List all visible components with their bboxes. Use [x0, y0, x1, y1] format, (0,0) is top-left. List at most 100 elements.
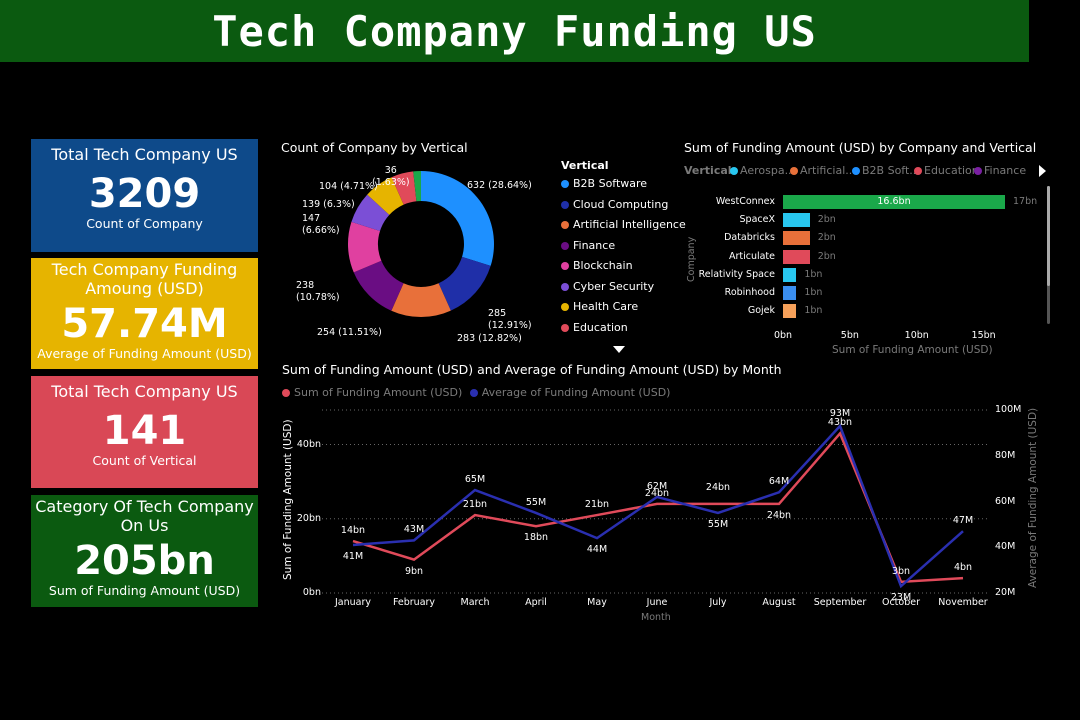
line-chart-title: Sum of Funding Amount (USD) and Average …: [282, 362, 782, 377]
bar-total-label: 1bn: [804, 287, 823, 298]
donut-chart-title: Count of Company by Vertical: [281, 140, 468, 155]
legend-marker: [561, 221, 569, 229]
bar-relativity-space[interactable]: [783, 267, 797, 282]
kpi-title: Category Of Tech Company On Us: [35, 497, 254, 535]
donut-slice-other[interactable]: [413, 171, 421, 202]
legend-label: Artificial...: [800, 164, 856, 177]
bar-total-label: 2bn: [817, 232, 836, 244]
donut-legend-title: Vertical: [561, 159, 609, 172]
line-y2-axis-label: Average of Funding Amount (USD): [1027, 407, 1039, 588]
legend-marker: [852, 167, 860, 175]
bar-category-label: Articulate: [728, 250, 775, 262]
legend-marker: [561, 200, 569, 209]
bar-robinhood[interactable]: [783, 286, 797, 300]
legend-item-b2b-software[interactable]: B2B Software: [561, 177, 647, 190]
donut-slice-artificial-intelligence[interactable]: [391, 283, 451, 317]
bar-x-tick: 5bn: [840, 330, 859, 341]
donut-data-label: 139 (6.3%): [302, 199, 355, 210]
avg-data-label: 55M: [707, 518, 729, 530]
legend-marker: [561, 241, 569, 250]
bar-total-label: 1bn: [804, 305, 823, 317]
bar-chart-title: Sum of Funding Amount (USD) by Company a…: [684, 140, 1037, 155]
bar-category-label: Robinhood: [724, 287, 775, 298]
legend-label: Health Care: [573, 300, 639, 313]
donut-data-label: 36 (1.63%): [372, 165, 410, 188]
legend-marker: [730, 167, 738, 175]
legend-label: B2B Software: [573, 177, 648, 190]
legend-marker-avg: [469, 389, 478, 397]
bar-databricks[interactable]: [783, 231, 810, 246]
legend-label: Finance: [984, 164, 1027, 177]
donut-data-label: 104 (4.71%): [319, 181, 378, 192]
kpi-card-avg-funding: Tech Company Funding Amoung (USD) 57.74M…: [31, 258, 258, 369]
legend-marker: [561, 262, 569, 270]
legend-label: Finance: [573, 238, 616, 252]
line-x-tick: May: [587, 597, 607, 608]
line-series-average[interactable]: [352, 423, 964, 589]
line-y2-tick: 20M: [995, 587, 1016, 598]
line-y-axis-label: Sum of Funding Amount (USD): [282, 419, 294, 580]
legend-item-health-care[interactable]: Health Care: [561, 300, 638, 313]
donut-slice-blockchain[interactable]: [348, 221, 382, 273]
legend-item-cyber-security[interactable]: Cyber Security: [561, 280, 654, 293]
legend-scroll-down-icon[interactable]: [613, 346, 625, 353]
sum-data-label: 21bn: [462, 499, 488, 511]
donut-slice-cyber-security[interactable]: [351, 194, 390, 232]
kpi-card-vertical-count: Total Tech Company US 141 Count of Verti…: [31, 376, 258, 488]
donut-chart: [348, 171, 494, 317]
donut-slice-finance[interactable]: [353, 260, 404, 311]
bar-westconnex[interactable]: [783, 195, 1005, 209]
bar-legend-item[interactable]: Artificial...: [790, 164, 856, 177]
kpi-subtitle: Average of Funding Amount (USD): [37, 346, 252, 361]
kpi-title: Total Tech Company US: [51, 382, 238, 401]
bar-x-tick: 0bn: [773, 330, 793, 341]
kpi-value: 57.74M: [61, 301, 228, 347]
line-y2-tick: 60M: [995, 495, 1016, 507]
line-series-sum[interactable]: [352, 431, 964, 584]
bar-legend-item[interactable]: Aerospa...: [730, 164, 795, 177]
bar-spacex[interactable]: [783, 213, 810, 228]
legend-item-artificial-intelligence[interactable]: Artificial Intelligence: [561, 218, 686, 231]
line-x-tick: January: [334, 597, 372, 608]
legend-label: Blockchain: [573, 259, 633, 272]
line-y2-tick: 40M: [995, 541, 1016, 553]
sum-data-label: 18bn: [523, 532, 549, 544]
donut-slice-b2b-software[interactable]: [421, 171, 494, 266]
line-x-axis-label: Month: [641, 612, 671, 623]
legend-label: Cloud Computing: [573, 197, 669, 211]
bar-category-label: Databricks: [724, 232, 775, 244]
legend-item-finance[interactable]: Finance: [561, 239, 615, 252]
legend-item-blockchain[interactable]: Blockchain: [561, 259, 633, 272]
donut-slice-health-care[interactable]: [367, 177, 404, 215]
bar-gojek[interactable]: [783, 304, 797, 319]
donut-slice-cloud-computing[interactable]: [438, 256, 491, 311]
line-x-tick: July: [709, 597, 727, 608]
legend-label: Artificial Intelligence: [573, 218, 686, 231]
kpi-value: 205bn: [74, 538, 215, 584]
line-x-tick: August: [762, 597, 796, 608]
bar-category-label: Gojek: [747, 305, 775, 317]
legend-next-icon[interactable]: [1039, 165, 1046, 177]
bar-articulate[interactable]: [783, 249, 810, 264]
legend-label: Cyber Security: [573, 279, 655, 293]
sum-data-label: 24bn: [705, 481, 731, 493]
line-y2-tick: 80M: [995, 449, 1016, 461]
scrollbar-thumb[interactable]: [1047, 186, 1050, 286]
bar-legend-item[interactable]: Finance: [974, 164, 1026, 177]
bar-inside-label: 16.6bn: [877, 196, 911, 207]
bar-legend-item[interactable]: B2B Soft...: [852, 164, 920, 177]
avg-data-label: 43M: [403, 524, 425, 536]
bar-legend-item[interactable]: Education: [914, 164, 979, 177]
kpi-subtitle: Count of Company: [86, 216, 203, 231]
legend-marker: [561, 180, 569, 188]
legend-label-sum: Sum of Funding Amount (USD): [294, 386, 463, 399]
legend-item-cloud-computing[interactable]: Cloud Computing: [561, 198, 668, 211]
sum-data-label: 4bn: [953, 562, 973, 574]
avg-data-label: 62M: [646, 480, 668, 492]
line-chart: [322, 409, 990, 594]
bar-category-label: WestConnex: [715, 196, 775, 207]
legend-item-education[interactable]: Education: [561, 321, 628, 334]
donut-slice-education[interactable]: [391, 171, 417, 205]
avg-data-label: 55M: [525, 496, 547, 508]
kpi-value: 141: [102, 408, 187, 454]
